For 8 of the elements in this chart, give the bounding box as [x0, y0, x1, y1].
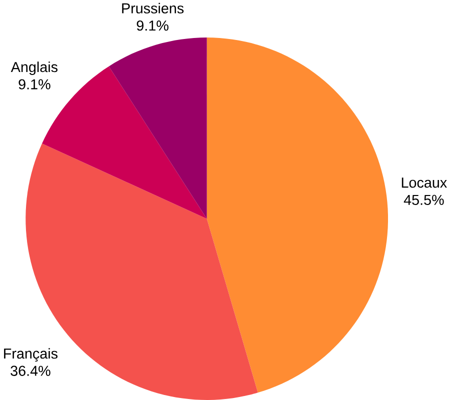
data-label: 45.5% [404, 194, 444, 205]
data-label: 9.1% [18, 79, 50, 90]
data-label: 36.4% [10, 366, 50, 376]
data-label: 9.1% [136, 20, 168, 31]
slice-label: Anglais [10, 62, 58, 75]
slice-label: Français [4, 348, 58, 362]
slice-label: Prussiens [122, 2, 184, 14]
slice-label: Locaux [402, 178, 447, 188]
